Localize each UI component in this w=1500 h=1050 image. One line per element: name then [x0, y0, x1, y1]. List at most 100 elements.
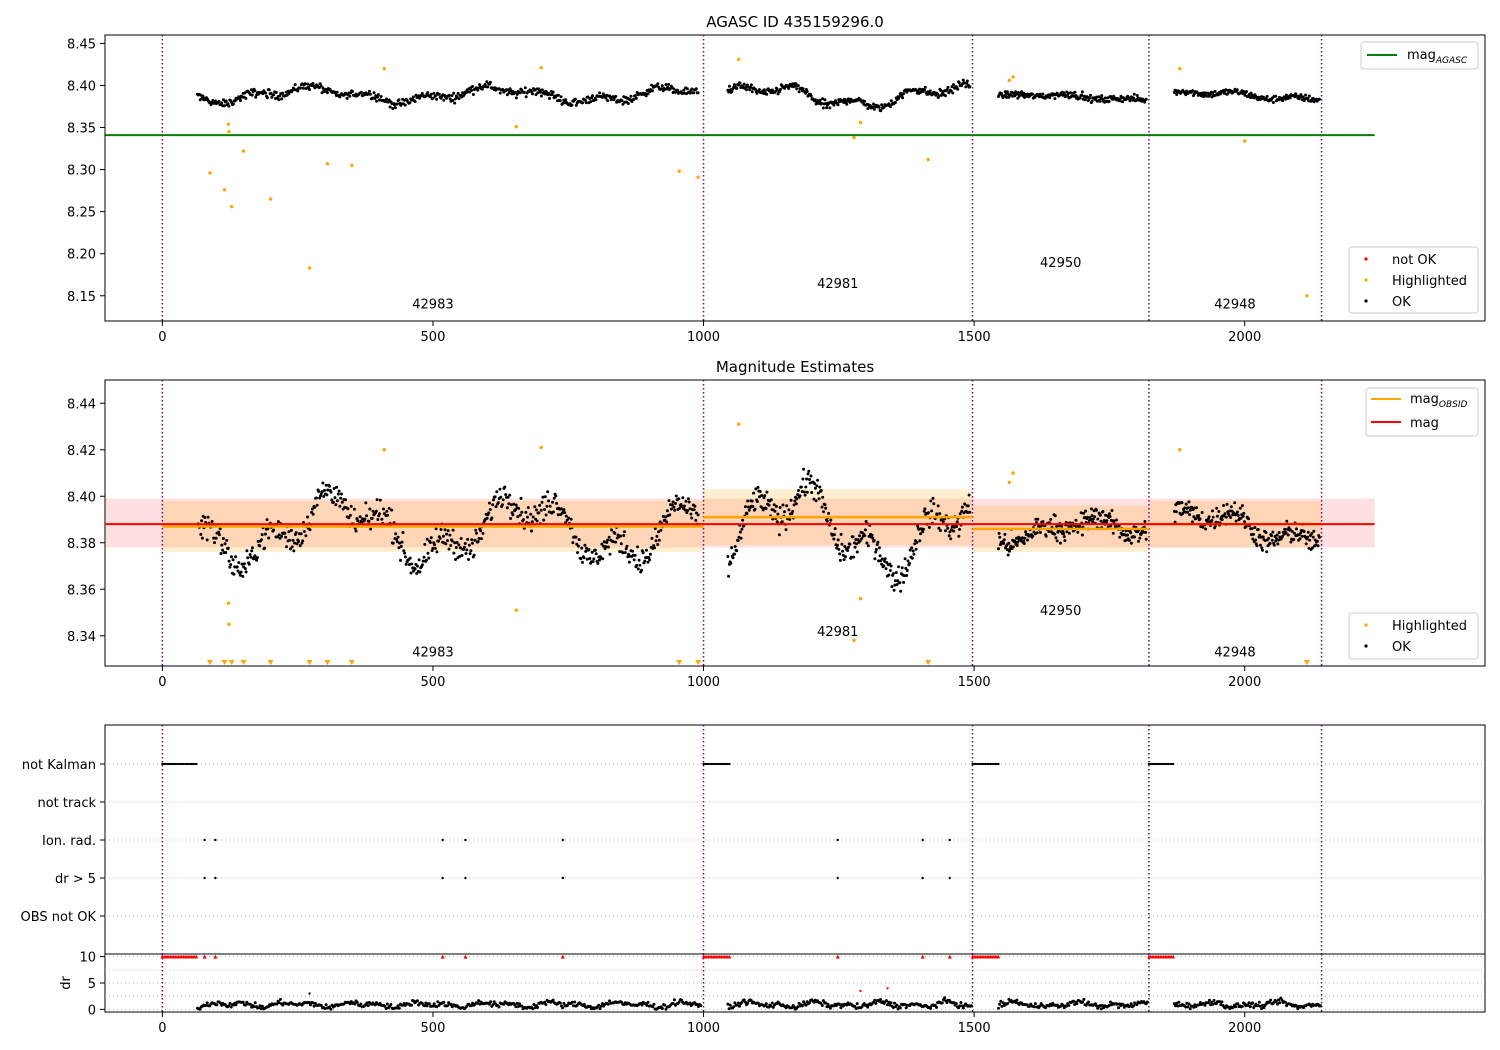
plot2-ok-point [583, 543, 587, 547]
plot2-ok-point [291, 538, 295, 542]
plot2-ok-point [625, 544, 629, 548]
dr-point [903, 1003, 907, 1006]
plot1-ok-point [727, 90, 731, 94]
plot2-ok-point [488, 508, 492, 511]
plot2-ok-point [968, 510, 972, 514]
plot2-ok-point [548, 504, 552, 508]
plot2-ok-point [863, 528, 867, 532]
plot2-ytick-label-1: 8.36 [67, 583, 96, 598]
plot2-ok-point [838, 552, 842, 556]
plot1-ok-point [453, 101, 457, 105]
plot2-ok-point [404, 562, 408, 566]
dr-point [738, 1004, 741, 1008]
plot2-highlighted-point-4 [539, 445, 543, 450]
plot2-ok-point [776, 512, 780, 516]
plot2-ok-point [1054, 536, 1058, 540]
plot2-ok-point [205, 538, 209, 542]
plot2-ok-point [493, 495, 497, 499]
plot2-ok-point [789, 498, 793, 502]
plot2-ok-point [517, 506, 521, 510]
not-kalman-point [1149, 762, 1152, 766]
plot2-ok-point [417, 558, 421, 562]
dr-cap-marker [1171, 954, 1176, 959]
plot2-ok-point [514, 503, 518, 507]
dr-point [1247, 1001, 1251, 1005]
plot2-ok-point [833, 527, 837, 531]
dr-point [1107, 1003, 1111, 1007]
plot1-ok-point [299, 86, 302, 90]
plot2-ok-point [888, 569, 892, 572]
plot2-ok-point [841, 553, 845, 557]
dr-point [828, 1006, 832, 1010]
plot2-ok-point [1055, 525, 1058, 528]
plot2-ok-point [308, 528, 312, 532]
plot2-ok-point [636, 567, 640, 571]
plot2-ok-point [747, 508, 751, 512]
plot2-ok-point [764, 507, 768, 511]
plot2-ok-point [957, 534, 961, 538]
plot2-ok-point [255, 558, 259, 562]
plot2-ok-point [604, 545, 608, 549]
plot1-ok-point [456, 91, 460, 95]
plot2-ok-point [605, 541, 609, 544]
legend-agasc[interactable]: magAGASC [1360, 41, 1479, 70]
plot2-ok-point [788, 517, 792, 521]
plot2-ok-point [496, 501, 500, 505]
plot2-ok-point [655, 534, 659, 538]
plot2-ok-point [1316, 544, 1320, 548]
plot1-ok-point [696, 91, 700, 95]
not-kalman-point [180, 762, 183, 766]
plot2-ok-point [819, 489, 823, 492]
plot2-ok-point [1292, 531, 1296, 535]
dr-point [469, 1004, 473, 1008]
plot2-ok-point [594, 552, 598, 556]
plot2-ok-point [774, 504, 778, 508]
plot2-ok-point [395, 540, 399, 544]
plot1-ok-point [253, 89, 257, 93]
plot2-ok-point [635, 563, 639, 567]
plot2-ok-point [231, 558, 235, 562]
dr-point [1014, 1000, 1018, 1004]
plot1-ok-point [408, 101, 412, 105]
plot2-ok-point [563, 511, 567, 515]
legend-status[interactable]: not OK Highlighted OK [1348, 246, 1479, 314]
dr-point [606, 1002, 610, 1006]
ion-rad-point-1 [214, 838, 217, 842]
plot1-ytick-label-1: 8.20 [67, 248, 96, 263]
plot2-ok-point [564, 514, 568, 518]
dr-point [855, 1002, 859, 1006]
legend-status-2[interactable]: Highlighted OK [1348, 612, 1479, 660]
plot1-ok-point [949, 89, 953, 93]
plot1-highlighted-point-22 [1243, 139, 1247, 143]
dr-point [366, 1004, 370, 1008]
plot2-ok-point [602, 540, 606, 544]
dr-point [1209, 1003, 1213, 1007]
plot2-ok-point [329, 490, 333, 494]
plot2-ok-point [963, 502, 967, 506]
plot2-ok-point [684, 499, 688, 503]
plot1-ok-point [735, 86, 739, 90]
dr-point [904, 1006, 908, 1010]
plot2-ok-point [1137, 539, 1140, 543]
plot2-ok-point [1255, 544, 1259, 548]
plot1-ok-point [413, 100, 417, 104]
legend-mag[interactable]: magOBSID mag [1365, 387, 1479, 437]
dr-gt-5-point-3 [464, 876, 467, 880]
plot1-ok-point [1013, 94, 1017, 98]
plot2-ok-point [730, 546, 734, 550]
plot1-ok-point [1265, 94, 1269, 98]
plot2-ok-point [1236, 510, 1239, 514]
plot2-ok-point [593, 548, 597, 552]
plot2-ok-point [234, 555, 238, 559]
plot2-ok-point [585, 557, 589, 561]
dr-point [1280, 998, 1284, 1002]
plot1-ok-point [1144, 97, 1148, 101]
dr-point [771, 1005, 775, 1009]
dr-point [309, 1003, 312, 1007]
plot1-ok-point [923, 85, 927, 89]
plot1-highlighted-point-23 [1305, 294, 1309, 298]
plot1-ok-point [820, 101, 824, 105]
dr-point [1220, 1000, 1224, 1004]
not-kalman-point [717, 762, 720, 766]
